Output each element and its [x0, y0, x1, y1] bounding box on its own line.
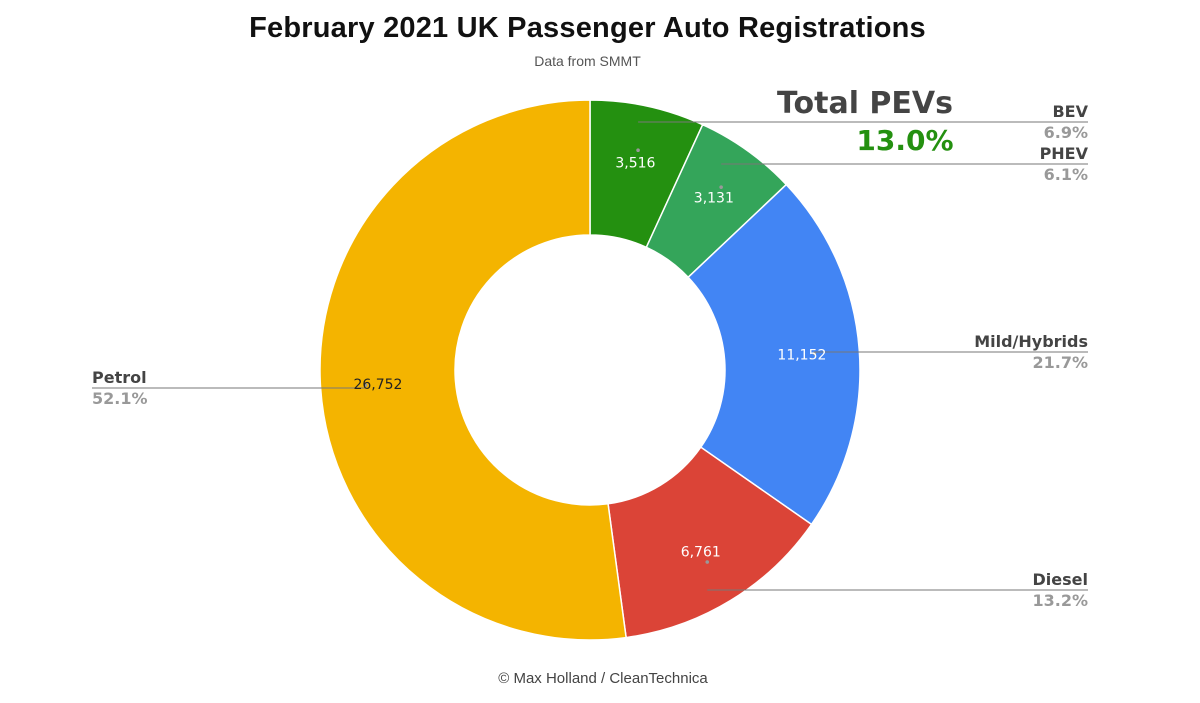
- slice-name-label-bev: BEV: [1052, 102, 1088, 121]
- slice-percent-label-diesel: 13.2%: [1032, 591, 1088, 610]
- slice-value-label-mild-hybrids: 11,152: [777, 347, 826, 363]
- slice-percent-label-petrol: 52.1%: [92, 389, 148, 408]
- slice-value-label-phev: 3,131: [694, 190, 734, 206]
- slice-name-label-petrol: Petrol: [92, 368, 147, 387]
- slice-percent-label-phev: 6.1%: [1044, 165, 1088, 184]
- chart-footer: © Max Holland / CleanTechnica: [498, 670, 708, 687]
- slice-percent-label-mild-hybrids: 21.7%: [1032, 353, 1088, 372]
- leader-dot-phev: [719, 185, 723, 189]
- leader-lines-layer: [92, 121, 1088, 591]
- slice-value-label-bev: 3,516: [615, 155, 655, 171]
- slice-value-label-petrol: 26,752: [353, 377, 402, 393]
- slice-mild-hybrids: [687, 183, 861, 526]
- slice-name-label-mild-hybrids: Mild/Hybrids: [974, 332, 1088, 351]
- slice-petrol: [319, 99, 627, 641]
- slice-value-label-diesel: 6,761: [681, 544, 721, 560]
- chart-subtitle: Data from SMMT: [534, 53, 641, 69]
- slice-diesel: [607, 446, 813, 639]
- leader-dot-diesel: [705, 560, 710, 564]
- slice-percent-label-bev: 6.9%: [1044, 123, 1088, 142]
- callout-title: Total PEVs: [777, 86, 953, 121]
- leader-dot-petrol: [363, 383, 368, 387]
- chart-title: February 2021 UK Passenger Auto Registra…: [249, 12, 926, 44]
- callout-value: 13.0%: [856, 124, 954, 157]
- slice-name-label-phev: PHEV: [1040, 144, 1089, 163]
- leader-dot-bev: [636, 148, 640, 152]
- slice-name-label-diesel: Diesel: [1033, 570, 1088, 589]
- labels-layer: 3,516 BEV 6.9% 3,131 PHEV 6.1% 11,152 Mild/Hybr…: [92, 102, 1089, 610]
- slices-layer: [319, 99, 861, 641]
